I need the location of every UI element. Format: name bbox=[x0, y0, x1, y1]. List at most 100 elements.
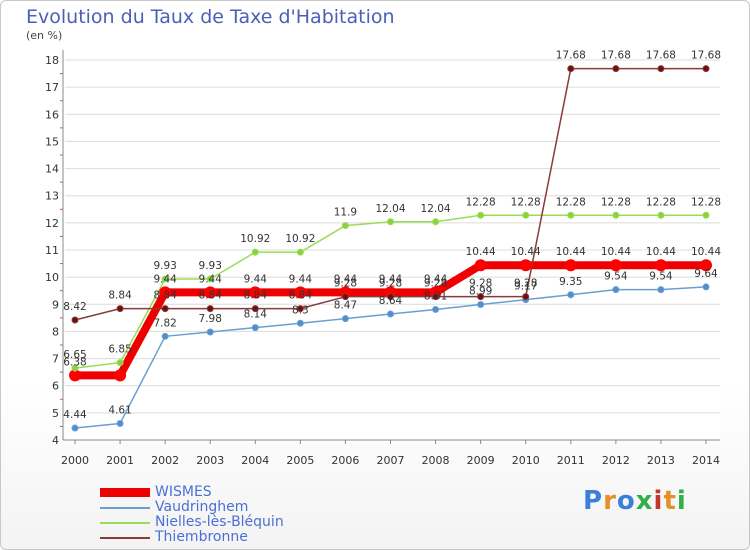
data-point bbox=[204, 286, 217, 299]
legend-label: Vaudringhem bbox=[155, 499, 249, 515]
data-point bbox=[341, 293, 349, 301]
data-label: 8.84 bbox=[289, 290, 313, 302]
plot-area bbox=[65, 50, 720, 440]
data-label: 8.81 bbox=[424, 290, 447, 302]
data-label: 9.44 bbox=[334, 273, 358, 285]
y-tick-label: 14 bbox=[45, 163, 59, 176]
data-label: 10.44 bbox=[466, 246, 496, 258]
data-point bbox=[294, 286, 307, 299]
data-point bbox=[206, 328, 214, 336]
data-point bbox=[432, 218, 440, 226]
data-point bbox=[116, 305, 124, 313]
data-label: 12.04 bbox=[421, 203, 451, 215]
data-label: 8.84 bbox=[153, 290, 177, 302]
data-label: 8.47 bbox=[334, 300, 357, 312]
data-point bbox=[71, 364, 79, 372]
x-tick-label: 2010 bbox=[512, 454, 540, 467]
data-label: 10.92 bbox=[240, 233, 270, 245]
x-tick-label: 2005 bbox=[286, 454, 314, 467]
x-tick-label: 2000 bbox=[61, 454, 89, 467]
y-tick-label: 17 bbox=[45, 81, 59, 94]
data-point bbox=[567, 211, 575, 219]
data-label: 9.35 bbox=[559, 276, 582, 288]
data-label: 8.64 bbox=[379, 295, 403, 307]
data-point bbox=[657, 211, 665, 219]
data-point bbox=[251, 305, 259, 313]
chart-title: Evolution du Taux de Taxe d'Habitation bbox=[26, 6, 395, 28]
data-point bbox=[71, 316, 79, 324]
data-label: 8.84 bbox=[244, 290, 268, 302]
y-tick-label: 16 bbox=[45, 108, 59, 121]
data-point bbox=[477, 211, 485, 219]
data-label: 9.28 bbox=[334, 278, 357, 290]
data-point bbox=[702, 283, 710, 291]
data-point bbox=[249, 286, 262, 299]
data-label: 9.54 bbox=[604, 271, 628, 283]
legend-item: Vaudringhem bbox=[100, 499, 360, 515]
data-label: 10.44 bbox=[601, 246, 631, 258]
y-tick-label: 4 bbox=[52, 434, 59, 447]
data-label: 10.44 bbox=[646, 246, 676, 258]
legend-item: Thiembronne bbox=[100, 529, 360, 545]
data-point bbox=[387, 310, 394, 318]
data-point bbox=[519, 259, 532, 272]
data-label: 8.3 bbox=[292, 304, 309, 316]
data-point bbox=[564, 259, 577, 272]
data-label: 8.84 bbox=[108, 290, 132, 302]
data-label: 9.28 bbox=[469, 278, 492, 290]
data-point bbox=[609, 259, 622, 272]
data-point bbox=[387, 218, 394, 226]
data-label: 9.28 bbox=[379, 278, 402, 290]
data-point bbox=[296, 248, 304, 256]
data-label: 12.04 bbox=[375, 203, 405, 215]
y-tick-label: 7 bbox=[52, 353, 59, 366]
data-point bbox=[114, 369, 127, 382]
y-tick-label: 12 bbox=[45, 217, 59, 230]
data-point bbox=[341, 222, 349, 230]
data-label: 4.61 bbox=[108, 404, 131, 416]
data-label: 12.28 bbox=[466, 196, 496, 208]
data-label: 17.68 bbox=[691, 50, 721, 62]
data-point bbox=[612, 211, 620, 219]
x-tick-label: 2008 bbox=[422, 454, 450, 467]
data-point bbox=[341, 315, 349, 323]
x-tick-label: 2001 bbox=[106, 454, 134, 467]
data-label: 8.42 bbox=[63, 301, 86, 313]
data-label: 8.84 bbox=[199, 290, 223, 302]
data-point bbox=[654, 259, 667, 272]
data-point bbox=[387, 293, 394, 301]
data-label: 6.65 bbox=[63, 349, 86, 361]
y-tick-label: 6 bbox=[52, 380, 59, 393]
data-point bbox=[296, 319, 304, 327]
data-label: 9.44 bbox=[424, 273, 448, 285]
y-tick-label: 11 bbox=[45, 244, 59, 257]
x-tick-label: 2003 bbox=[196, 454, 224, 467]
y-tick-label: 9 bbox=[52, 298, 59, 311]
x-tick-label: 2002 bbox=[151, 454, 179, 467]
data-point bbox=[159, 286, 172, 299]
y-tick-label: 8 bbox=[52, 325, 59, 338]
data-label: 6.85 bbox=[108, 344, 131, 356]
legend-swatch bbox=[100, 507, 150, 509]
data-point bbox=[612, 286, 620, 294]
x-tick-label: 2013 bbox=[647, 454, 675, 467]
data-label: 12.28 bbox=[646, 196, 676, 208]
y-tick-label: 15 bbox=[45, 135, 59, 148]
data-label: 12.28 bbox=[691, 196, 721, 208]
data-point bbox=[567, 291, 575, 299]
data-point bbox=[702, 211, 710, 219]
data-point bbox=[432, 293, 440, 301]
data-point bbox=[116, 359, 124, 367]
chart-subtitle: (en %) bbox=[26, 29, 63, 42]
data-label: 17.68 bbox=[646, 50, 676, 62]
data-point bbox=[567, 65, 575, 73]
data-label: 12.28 bbox=[511, 196, 541, 208]
x-tick-label: 2006 bbox=[331, 454, 359, 467]
data-point bbox=[477, 301, 485, 309]
data-point bbox=[161, 332, 169, 340]
data-point bbox=[612, 65, 620, 73]
data-label: 9.93 bbox=[199, 260, 222, 272]
data-point bbox=[477, 293, 485, 301]
data-point bbox=[161, 305, 169, 313]
